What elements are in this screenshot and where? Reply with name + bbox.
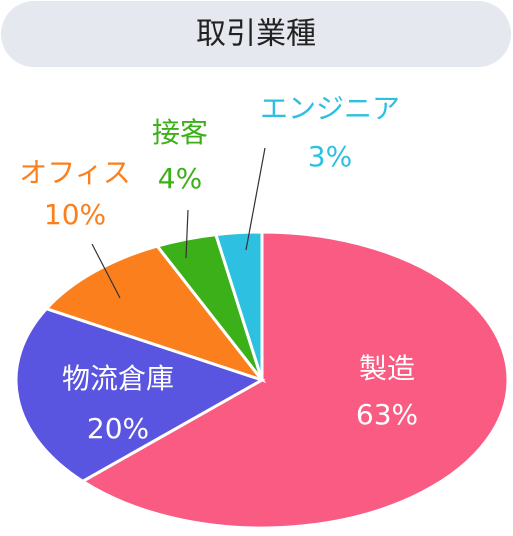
value-label: 4% [158,162,202,195]
slice-label: 製造 [359,352,415,385]
value-label: 3% [308,140,352,173]
value-label: 20% [87,412,149,445]
leader-line [245,147,266,251]
slice-label: 接客 [152,116,208,149]
slice-label: エンジニア [260,92,400,125]
pie-slice [213,230,264,381]
pie-slice [43,244,267,383]
pie-slice [79,230,510,530]
pie-slice [14,306,266,484]
value-label: 63% [356,398,418,431]
slice-label: 物流倉庫 [62,362,174,395]
slice-label: オフィス [19,156,130,189]
leader-line [91,243,121,299]
leader-line [185,209,189,259]
value-label: 10% [44,198,106,231]
title-box [1,1,511,67]
chart-title: 取引業種 [196,17,316,52]
